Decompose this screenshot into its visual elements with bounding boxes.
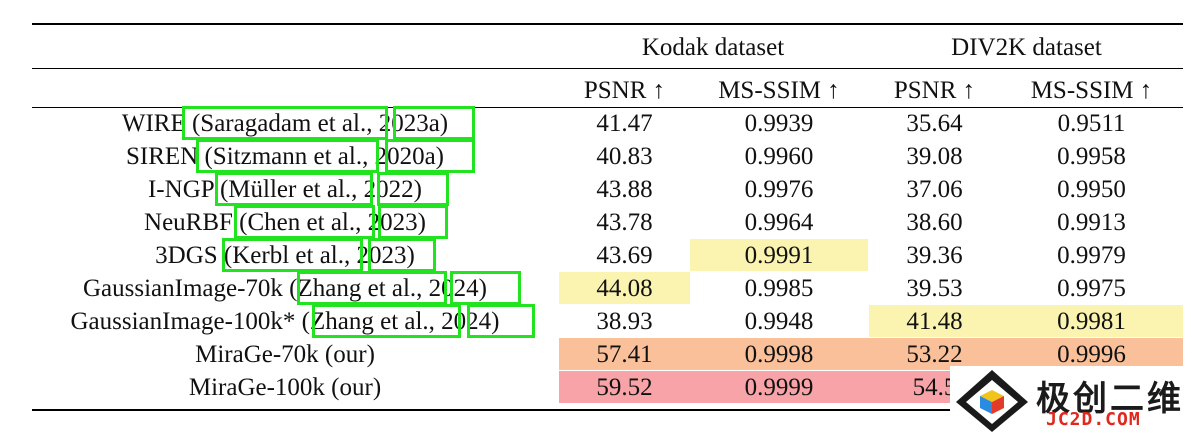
value-cell: 37.06: [906, 176, 963, 203]
highlight-cell: [559, 338, 1183, 370]
value-cell: 0.9976: [744, 176, 814, 203]
value-cell: 40.83: [596, 143, 653, 170]
citation-box: [215, 172, 373, 206]
row-method: GaussianImage-100k* (Zhang et al., 2024): [70, 308, 500, 335]
top-rule: [32, 23, 1183, 25]
value-cell: 0.9950: [1057, 176, 1126, 203]
citation-box: [450, 271, 521, 305]
value-cell: 54.5: [912, 374, 957, 401]
value-cell: 39.36: [906, 242, 963, 269]
watermark: [950, 366, 1200, 433]
row-method: MiraGe-70k (our): [195, 341, 375, 368]
value-cell: 43.78: [596, 209, 653, 236]
metric-header: PSNR ↑: [583, 77, 666, 104]
value-cell: 0.9511: [1057, 110, 1126, 137]
citation-box: [222, 238, 363, 272]
value-cell: 57.41: [596, 341, 653, 368]
value-cell: 0.9958: [1057, 143, 1126, 170]
citation-box: [385, 139, 475, 173]
header-rule: [32, 68, 1183, 69]
citation-box: [378, 205, 448, 239]
citation-box: [234, 205, 375, 239]
value-cell: 0.9913: [1057, 209, 1126, 236]
value-cell: 0.9979: [1057, 242, 1126, 269]
value-cell: 35.64: [906, 110, 963, 137]
body-rule: [32, 107, 1183, 108]
value-cell: 0.9999: [744, 374, 814, 401]
value-cell: 41.47: [596, 110, 653, 137]
value-cell: 38.60: [906, 209, 963, 236]
metric-header: MS-SSIM ↑: [718, 77, 840, 104]
citation-box: [467, 304, 535, 338]
group-header-kodak: Kodak dataset: [641, 34, 785, 61]
highlight-cell: [559, 272, 690, 304]
citation-box: [297, 271, 447, 305]
watermark-text: 极创二维: [1036, 379, 1184, 419]
value-cell: 0.9975: [1057, 275, 1126, 302]
citation-box: [182, 106, 388, 140]
value-cell: 39.08: [906, 143, 963, 170]
citation-box: [312, 304, 461, 338]
highlight-cell: [869, 305, 1183, 337]
citation-box: [393, 106, 475, 140]
value-cell: 44.08: [596, 275, 653, 302]
value-cell: 0.9964: [744, 209, 814, 236]
value-cell: 53.22: [906, 341, 963, 368]
value-cell: 0.9991: [744, 242, 814, 269]
metric-header: MS-SSIM ↑: [1030, 77, 1153, 104]
citation-box: [368, 238, 436, 272]
cube-logo-icon: [956, 370, 1028, 432]
group-header-div2k: DIV2K dataset: [951, 34, 1102, 61]
value-cell: 0.9960: [744, 143, 814, 170]
row-method: MiraGe-100k (our): [188, 374, 382, 401]
citation-box: [377, 172, 449, 206]
value-cell: 59.52: [596, 374, 653, 401]
row-method: SIREN (Sitzmann et al., 2020a): [126, 143, 444, 170]
row-method: GaussianImage-70k (Zhang et al., 2024): [82, 275, 488, 302]
value-cell: 43.88: [596, 176, 653, 203]
value-cell: 0.9948: [744, 308, 814, 335]
bottom-rule: [32, 409, 1183, 411]
value-cell: 0.9996: [1057, 341, 1126, 368]
value-cell: 0.9939: [744, 110, 814, 137]
metric-header: PSNR ↑: [893, 77, 976, 104]
watermark-url: JC2D.COM: [1046, 409, 1141, 430]
highlight-cell: [690, 239, 868, 271]
citation-box: [196, 139, 379, 173]
value-cell: 0.9998: [744, 341, 814, 368]
row-method: I-NGP (Müller et al., 2022): [147, 176, 422, 203]
value-cell: 0.9981: [1057, 308, 1126, 335]
value-cell: 38.93: [596, 308, 653, 335]
value-cell: 41.48: [906, 308, 963, 335]
value-cell: 43.69: [596, 242, 653, 269]
value-cell: 0.9985: [744, 275, 814, 302]
row-method: 3DGS (Kerbl et al., 2023): [155, 242, 415, 269]
value-cell: 39.53: [906, 275, 963, 302]
